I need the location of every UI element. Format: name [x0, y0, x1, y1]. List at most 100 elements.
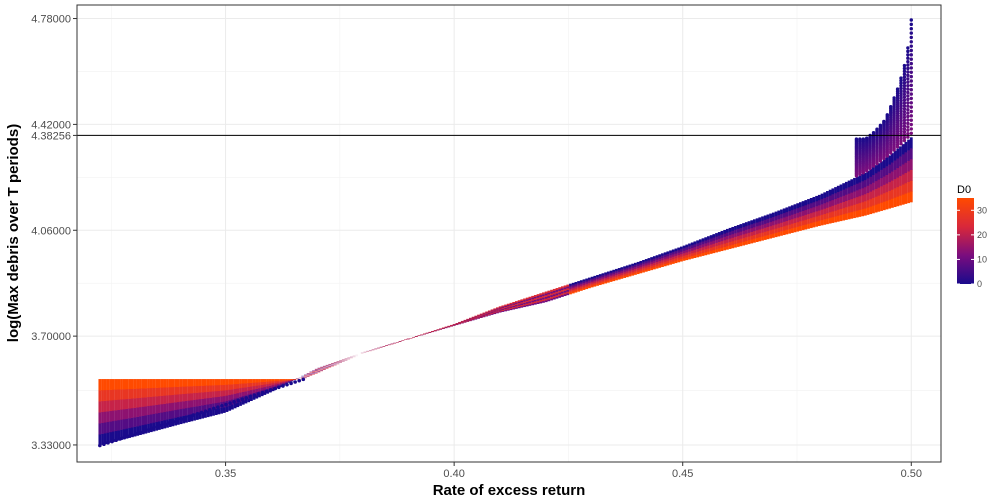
data-point: [906, 104, 910, 108]
data-point: [268, 388, 273, 392]
data-point: [285, 382, 289, 387]
data-point: [906, 87, 910, 91]
data-point: [171, 419, 175, 424]
data-point: [892, 148, 896, 152]
data-point: [902, 104, 907, 108]
data-point: [150, 426, 155, 431]
data-point: [301, 377, 306, 382]
y-tick-label: 4.78000: [31, 14, 71, 26]
data-point: [909, 105, 913, 109]
data-point: [906, 97, 910, 102]
data-point: [909, 61, 913, 66]
data-point: [220, 404, 224, 408]
x-axis-title: Rate of excess return: [433, 482, 586, 499]
data-point: [899, 136, 903, 141]
data-point: [861, 171, 865, 175]
data-point: [871, 164, 876, 168]
data-point: [902, 98, 907, 102]
data-point: [183, 415, 188, 420]
legend: D0 0 10 20 30: [957, 184, 987, 289]
data-point: [130, 433, 135, 437]
y-tick-label: 3.70000: [31, 331, 71, 343]
x-tick-label: 0.40: [443, 468, 464, 480]
data-point: [146, 427, 151, 432]
y-tick-label: 4.42000: [31, 119, 71, 131]
data-point: [902, 101, 907, 105]
data-point: [909, 53, 913, 57]
data-point: [902, 92, 907, 97]
data-point: [142, 429, 147, 433]
data-point: [899, 91, 903, 95]
data-point: [906, 46, 910, 50]
data-point: [909, 79, 913, 83]
data-point: [909, 101, 913, 105]
data-point: [902, 66, 907, 71]
y-tick-label: 3.33000: [31, 440, 71, 452]
data-point: [909, 83, 913, 88]
data-point: [902, 121, 907, 125]
x-tick-label: 0.35: [215, 468, 236, 480]
data-point: [134, 431, 139, 436]
data-point: [256, 392, 261, 396]
data-point: [902, 107, 907, 111]
data-point: [167, 421, 171, 425]
data-point: [906, 59, 910, 64]
data-point: [906, 90, 910, 95]
data-point: [207, 408, 212, 412]
data-point: [902, 72, 907, 76]
data-point: [854, 174, 859, 178]
data-point: [909, 40, 913, 44]
legend-tick-label: 10: [977, 254, 987, 264]
data-point: [902, 78, 907, 82]
data-point: [902, 95, 907, 99]
legend-tick-label: 20: [977, 230, 987, 240]
data-point: [909, 44, 913, 48]
data-point: [906, 135, 910, 139]
data-point: [889, 151, 893, 155]
data-point: [899, 81, 903, 85]
data-point: [878, 159, 883, 163]
data-point: [899, 76, 903, 80]
data-point: [906, 118, 910, 122]
data-point: [899, 131, 903, 136]
data-point: [858, 172, 862, 177]
data-point: [906, 125, 910, 129]
data-point: [906, 63, 910, 67]
data-point: [899, 99, 903, 103]
data-point: [906, 56, 910, 60]
data-point: [155, 425, 159, 429]
data-point: [902, 118, 907, 123]
data-point: [902, 89, 907, 94]
data-point: [260, 390, 265, 395]
data-point: [906, 128, 910, 132]
data-point: [906, 70, 910, 74]
x-tick-label: 0.50: [901, 468, 922, 480]
data-point: [902, 69, 907, 74]
data-point: [195, 411, 200, 416]
axes: 0.35 0.40 0.45 0.50 3.33000 3.70000 4.06000 4.3…: [31, 14, 922, 480]
data-point: [875, 161, 879, 166]
data-point: [248, 394, 253, 399]
legend-title: D0: [957, 184, 971, 196]
data-point: [909, 109, 913, 114]
data-point: [899, 116, 903, 121]
data-point: [902, 138, 907, 143]
data-point: [909, 92, 913, 96]
data-point: [906, 94, 910, 98]
data-point: [899, 88, 903, 93]
data-point: [264, 389, 269, 394]
data-point: [224, 402, 228, 407]
y-tick-label: 4.06000: [31, 225, 71, 237]
data-point: [902, 63, 907, 68]
data-point: [868, 166, 872, 171]
data-point: [909, 22, 913, 27]
data-point: [909, 96, 913, 101]
data-point: [216, 405, 220, 409]
data-point: [902, 81, 907, 85]
y-tick-label: 4.38256: [31, 130, 71, 142]
legend-colorbar: [957, 198, 974, 284]
data-point: [163, 422, 167, 427]
data-point: [906, 80, 910, 84]
data-point: [175, 418, 179, 423]
data-point: [882, 156, 886, 161]
